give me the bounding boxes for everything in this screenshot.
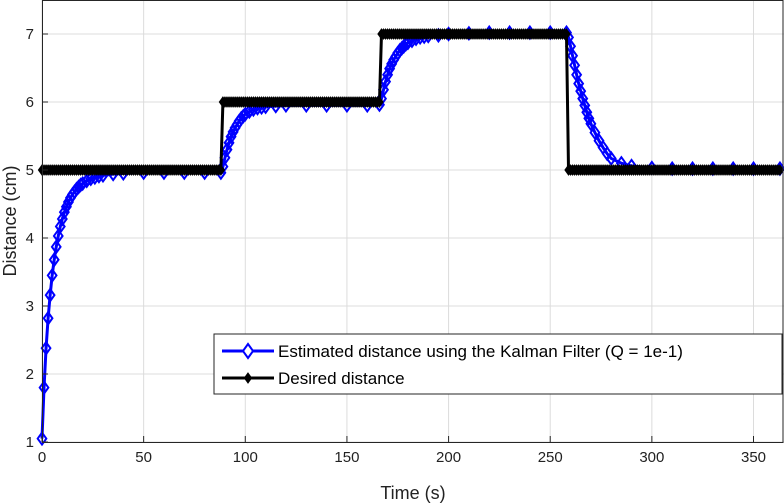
x-axis-label: Time (s) — [380, 483, 445, 503]
estimated-distance-marker — [402, 35, 414, 51]
y-tick-label: 2 — [26, 366, 34, 383]
estimated-distance-marker — [52, 228, 64, 244]
legend: Estimated distance using the Kalman Filt… — [213, 333, 783, 395]
legend-diamond-estimated — [241, 342, 255, 360]
series-desired-distance — [37, 28, 784, 176]
estimated-distance-marker — [60, 199, 72, 215]
estimated-distance-marker — [81, 173, 93, 189]
estimated-distance-marker — [85, 171, 97, 187]
x-tick-label: 50 — [135, 449, 152, 466]
estimated-distance-marker — [50, 239, 62, 255]
y-tick-label: 3 — [26, 298, 34, 315]
estimated-distance-marker — [243, 103, 255, 120]
legend-marker-desired — [243, 372, 253, 384]
estimated-distance-marker — [42, 310, 54, 326]
legend-diamond-desired — [243, 372, 253, 384]
estimated-distance-marker — [46, 267, 58, 284]
legend-marker-estimated — [241, 342, 255, 360]
x-axis-ticks: 0 50 100 150 200 250 300 350 — [38, 436, 766, 466]
x-tick-label: 200 — [436, 449, 461, 466]
legend-label-desired: Desired distance — [278, 369, 405, 388]
estimated-distance-marker — [583, 110, 595, 127]
estimated-distance-marker — [384, 60, 396, 77]
y-tick-label: 6 — [26, 94, 34, 111]
desired-distance-marker — [562, 28, 571, 40]
y-axis-label: Distance (cm) — [0, 165, 20, 276]
desired-distance-marker — [216, 164, 226, 176]
estimated-distance-marker — [225, 128, 237, 145]
estimated-distance-marker — [585, 116, 597, 132]
legend-box — [213, 333, 783, 395]
estimated-distance-marker — [77, 175, 89, 192]
plot-area-frame — [42, 0, 784, 443]
x-tick-label: 100 — [233, 449, 258, 466]
estimated-distance-marker — [40, 340, 52, 356]
estimated-distance-marker — [406, 33, 418, 49]
x-tick-label: 150 — [334, 449, 359, 466]
estimated-distance-marker — [48, 252, 60, 268]
estimated-distance-marker — [581, 104, 593, 120]
estimated-distance-marker — [36, 430, 48, 447]
x-tick-label: 0 — [38, 449, 46, 466]
desired-distance-line — [42, 32, 780, 172]
estimated-distance-marker — [38, 379, 50, 396]
estimated-distance-marker — [577, 90, 589, 107]
y-axis-ticks: 1 2 3 4 5 6 7 — [26, 26, 48, 451]
x-tick-label: 350 — [741, 449, 766, 466]
x-tick-label: 300 — [639, 449, 664, 466]
legend-label-estimated: Estimated distance using the Kalman Filt… — [278, 342, 683, 361]
y-tick-label: 7 — [26, 26, 34, 43]
desired-distance-marker — [375, 96, 384, 108]
y-tick-label: 5 — [26, 162, 34, 179]
desired-distance-marker — [775, 164, 784, 176]
estimated-distance-marker — [589, 124, 601, 141]
x-tick-label: 250 — [538, 449, 563, 466]
estimated-distance-marker — [579, 97, 591, 114]
y-tick-label: 4 — [26, 230, 34, 247]
estimated-distance-marker — [44, 287, 56, 303]
estimated-distance-marker — [239, 106, 251, 122]
y-tick-label: 1 — [26, 434, 34, 451]
